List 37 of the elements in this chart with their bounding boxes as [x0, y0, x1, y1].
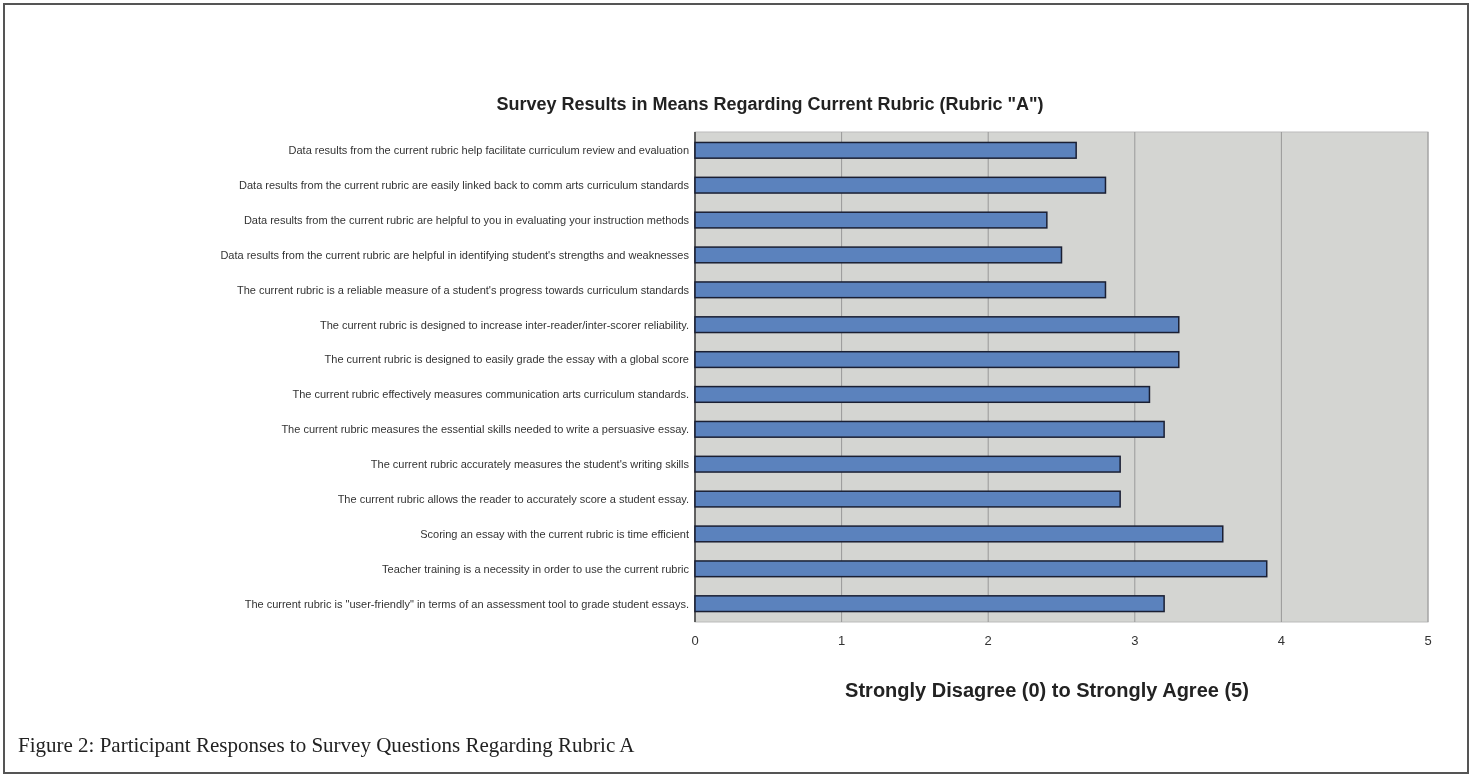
bar — [694, 420, 1165, 438]
bar — [694, 246, 1063, 264]
x-tick-label: 0 — [691, 633, 699, 648]
bar — [694, 281, 1107, 299]
y-tick-label: The current rubric is "user-friendly" in terms of an assessment tool to grade student essays. — [244, 597, 689, 610]
x-tick-label: 1 — [837, 633, 846, 648]
x-tick-label: 2 — [984, 633, 992, 648]
bar — [694, 176, 1107, 194]
bar — [694, 490, 1121, 508]
y-tick-label: Data results from the current rubric are easily linked back to comm arts curriculum standards — [239, 179, 690, 192]
x-tick-label: 4 — [1277, 633, 1286, 648]
y-tick-label: Teacher training is a necessity in order to use the current rubric — [382, 562, 690, 575]
bar — [694, 211, 1048, 229]
bar — [694, 455, 1121, 473]
caption: Figure 2: Participant Responses to Survey Questions Regarding Rubric A — [18, 733, 636, 757]
y-tick-label: Data results from the current rubric help facilitate curriculum review and evaluation — [288, 144, 689, 157]
bar — [694, 316, 1180, 334]
y-tick-label: The current rubric is designed to increase inter-reader/inter-scorer reliability. — [319, 318, 689, 331]
x-tick-label: 5 — [1424, 633, 1432, 648]
bar — [694, 385, 1151, 404]
x-axis-title: Strongly Disagree (0) to Strongly Agree (5) — [845, 679, 1249, 701]
y-tick-label: The current rubric accurately measures the student's writing skills — [370, 458, 690, 471]
y-tick-label: The current rubric is a reliable measure of a student's progress towards curriculum standards — [236, 283, 690, 296]
y-tick-label: The current rubric effectively measures communication arts curriculum standards. — [292, 388, 689, 401]
y-tick-label: The current rubric measures the essential skills needed to write a persuasive essay. — [281, 423, 689, 436]
x-tick-label: 3 — [1131, 633, 1139, 648]
y-tick-label: Data results from the current rubric are helpful to you in evaluating your instruction methods — [243, 213, 690, 226]
y-tick-label: Data results from the current rubric are helpful in identifying student's strengths and weaknesses — [220, 248, 690, 261]
bar — [694, 525, 1224, 543]
bar — [694, 560, 1268, 578]
bar — [694, 141, 1077, 159]
bar — [694, 595, 1165, 613]
y-tick-label: The current rubric allows the reader to accurately score a student essay. — [337, 492, 689, 505]
chart-title: Survey Results in Means Regarding Current Rubric (Rubric "A") — [496, 94, 1044, 114]
bar — [694, 350, 1180, 369]
y-tick-label: The current rubric is designed to easily grade the essay with a global score — [324, 353, 689, 366]
y-tick-label: Scoring an essay with the current rubric is time efficient — [420, 527, 689, 540]
